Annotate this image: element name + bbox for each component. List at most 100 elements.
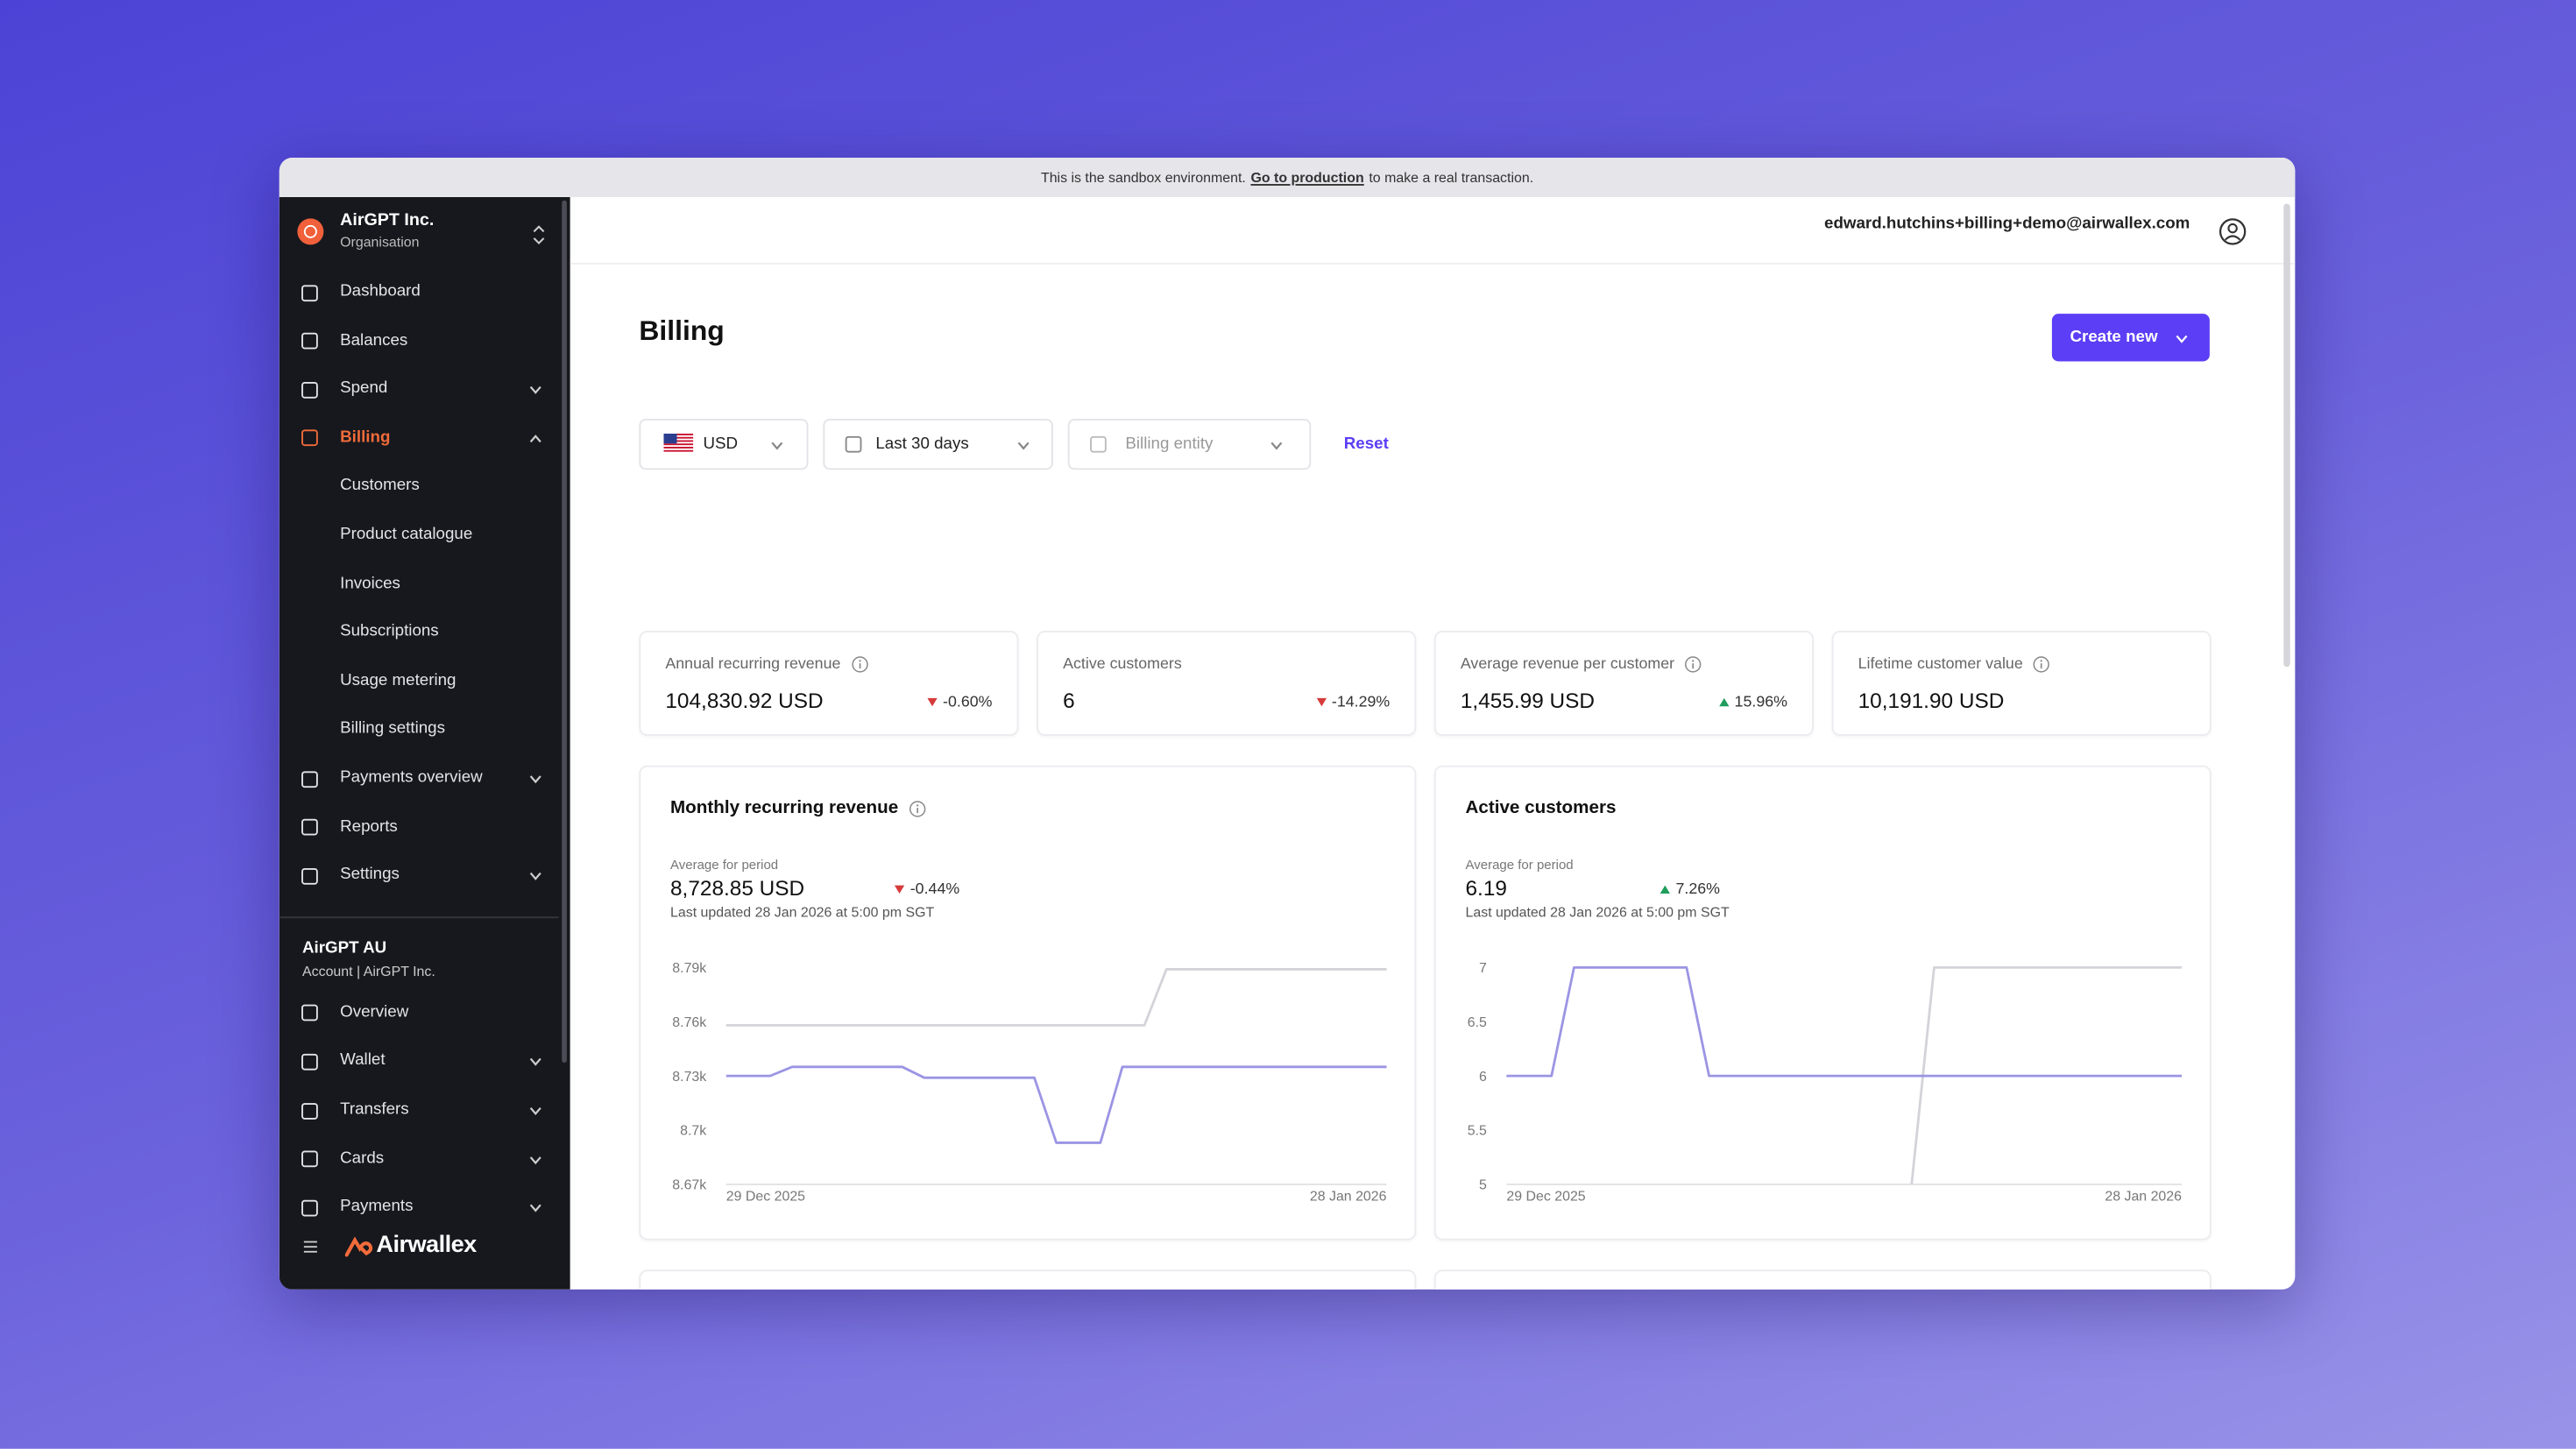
info-icon <box>851 656 868 673</box>
nav-item[interactable]: Cards <box>340 1149 385 1168</box>
nav-subitem[interactable]: Billing settings <box>340 719 445 739</box>
nav-item[interactable]: Reports <box>340 816 398 836</box>
line-chart: 5 5.5 6 6.5 7 29 Dec 2025 28 Jan 2026 <box>1468 961 2182 1205</box>
info-dot <box>858 660 861 662</box>
kpi-value: 104,830.92 USD <box>665 688 824 713</box>
chevron-icon <box>529 1058 541 1067</box>
kpi-card: Active customers 6 -14.29% <box>1037 631 1417 736</box>
brand-logo <box>344 1236 373 1257</box>
summary-value: 6.19 <box>1465 875 1507 901</box>
nav-item[interactable]: Billing <box>340 428 391 447</box>
period-filter[interactable]: Last 30 days <box>823 419 1053 470</box>
info-icon <box>909 801 925 817</box>
trend-icon <box>894 885 905 894</box>
kpi-value: 10,191.90 USD <box>1858 688 2005 713</box>
icon-shape <box>301 284 318 301</box>
chevron <box>529 1204 541 1212</box>
banner-text: to make a real transaction. <box>1369 169 1534 186</box>
chevron-icon <box>529 873 541 881</box>
entity-filter[interactable]: Billing entity <box>1067 419 1312 470</box>
summary-change: -0.44% <box>909 880 960 899</box>
nav-item[interactable]: Payments <box>340 1198 414 1216</box>
y-tick-label: 8.7k <box>680 1124 706 1139</box>
flag-stripe <box>663 436 694 439</box>
avatar-circle <box>297 218 324 245</box>
icon-shape <box>301 429 318 447</box>
currency-filter[interactable]: USD <box>639 419 809 470</box>
trend-arrow <box>894 885 905 894</box>
y-tick-label: 5.5 <box>1468 1124 1487 1139</box>
nav-item[interactable]: Spend <box>340 379 388 399</box>
trend-icon <box>1660 885 1670 894</box>
create-button[interactable]: Create new <box>2051 314 2210 362</box>
flag-stripe <box>663 443 694 446</box>
icon-shape <box>1090 435 1107 452</box>
nav-item[interactable]: Transfers <box>340 1100 409 1119</box>
nav-item[interactable]: Wallet <box>340 1051 386 1071</box>
series-line <box>1506 965 2182 1078</box>
chevron <box>529 434 541 442</box>
y-tick-label: 8.79k <box>672 961 706 976</box>
chevron-icon <box>2176 334 2188 343</box>
icon-shape <box>301 381 318 399</box>
nav-item[interactable]: Payments overview <box>340 768 483 788</box>
nav-item[interactable]: Balances <box>340 330 408 350</box>
nav-subitem[interactable]: Product catalogue <box>340 526 473 544</box>
nav-item[interactable]: Settings <box>340 866 400 885</box>
user-avatar <box>2219 218 2247 245</box>
account-name: AirGPT AU <box>302 939 387 958</box>
kpi-card: Lifetime customer value 10,191.90 USD <box>1831 631 2212 736</box>
nav-subitem[interactable]: Usage metering <box>340 671 456 690</box>
scrollbar <box>2283 203 2290 668</box>
chart-card: Monthly recurring revenue Average for per… <box>639 765 1417 1240</box>
info-icon <box>1685 656 1702 673</box>
nav-icon <box>301 770 318 788</box>
nav-subitem[interactable]: Subscriptions <box>340 622 439 641</box>
reset-link[interactable]: Reset <box>1343 435 1389 454</box>
production-link[interactable]: Go to production <box>1250 169 1364 186</box>
account-subtitle: Account | AirGPT Inc. <box>302 962 435 979</box>
flag-stripe <box>663 447 694 449</box>
nav-icon <box>1090 435 1107 452</box>
create-button-label[interactable]: Create new <box>2070 329 2158 347</box>
nav-item[interactable]: Dashboard <box>340 282 421 301</box>
chevron-icon <box>529 386 541 395</box>
updated-label: Last updated 28 Jan 2026 at 5:00 pm SGT <box>670 903 935 920</box>
flag-stripe <box>663 434 694 435</box>
nav-item[interactable]: Overview <box>340 1003 409 1021</box>
currency-label[interactable]: USD <box>703 435 739 454</box>
summary-change: 7.26% <box>1675 880 1721 899</box>
icon-shape <box>301 1199 318 1216</box>
chevron-icon <box>529 434 541 442</box>
chevron <box>1270 441 1283 449</box>
chevron-icon <box>771 441 783 449</box>
metric-card: Subscriptions statusActive subscriptions… <box>1433 1269 2212 1290</box>
kpi-value: 6 <box>1063 688 1075 713</box>
nav-icon <box>301 429 318 447</box>
chevron <box>529 1058 541 1067</box>
nav-icon <box>301 1005 318 1021</box>
divider <box>279 915 559 918</box>
card-title: Monthly recurring revenue <box>670 798 899 818</box>
kpi-label: Average revenue per customer <box>1460 655 1675 674</box>
chevron <box>529 386 541 395</box>
info-ring <box>2034 656 2050 673</box>
info-dot <box>1692 660 1695 662</box>
org-avatar <box>297 218 324 245</box>
page-title: Billing <box>639 315 725 347</box>
chart-card: Active customers Average for period 6.19 7.… <box>1433 765 2212 1240</box>
kpi-label: Lifetime customer value <box>1858 655 2023 674</box>
nav-subitem[interactable]: Customers <box>340 477 420 496</box>
period-label[interactable]: Last 30 days <box>875 435 969 454</box>
line-chart: 8.67k 8.7k 8.73k 8.76k 8.79k 29 Dec 2025 28 Ja… <box>672 961 1386 1205</box>
icon-shape <box>845 435 862 452</box>
chevron <box>1017 441 1030 449</box>
entity-label[interactable]: Billing entity <box>1125 435 1214 454</box>
nav-subitem[interactable]: Invoices <box>340 574 400 593</box>
avatar-body <box>2224 235 2241 241</box>
icon-shape <box>301 770 318 788</box>
kpi-change: -0.60% <box>943 693 993 711</box>
icon-shape <box>301 1102 318 1119</box>
chevron <box>529 775 541 784</box>
trend-arrow <box>1660 885 1670 894</box>
